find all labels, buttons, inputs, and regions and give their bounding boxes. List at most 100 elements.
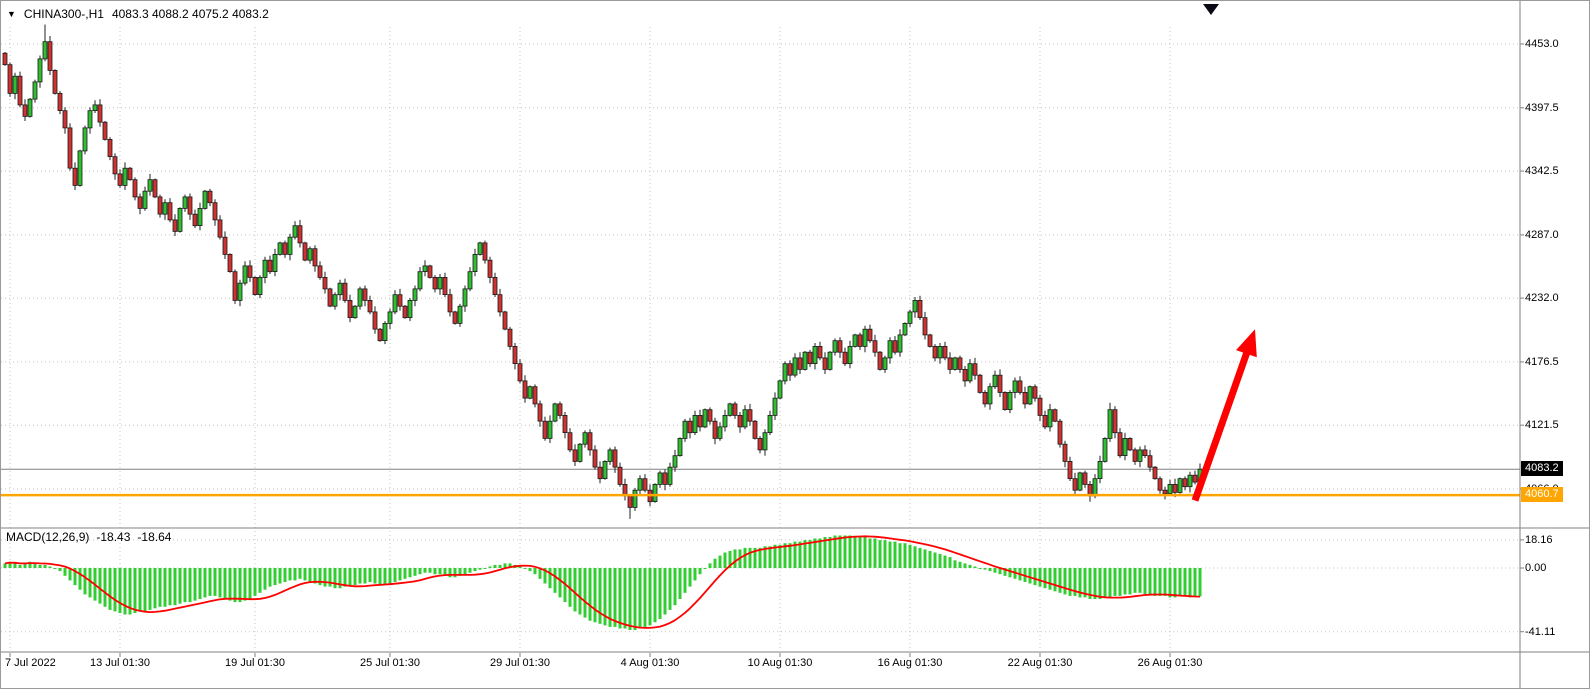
- candle: [527, 386, 533, 399]
- candle: [927, 334, 933, 347]
- candle: [727, 403, 733, 416]
- candle: [517, 363, 523, 382]
- candle: [1012, 380, 1018, 393]
- candle: [852, 334, 858, 347]
- candle: [137, 196, 143, 209]
- macd-title: MACD(12,26,9): [6, 530, 90, 544]
- candle: [1187, 474, 1193, 488]
- candle: [297, 225, 303, 244]
- candle: [1017, 380, 1023, 393]
- candle: [847, 345, 853, 364]
- current-price-tag: 4083.2: [1521, 461, 1563, 477]
- candle: [147, 179, 153, 192]
- candle: [1142, 449, 1148, 456]
- candle: [912, 299, 918, 313]
- time-axis-label: 7 Jul 2022: [5, 657, 56, 669]
- candle: [117, 173, 123, 186]
- candle: [1117, 432, 1123, 457]
- candle: [167, 202, 173, 221]
- candle: [597, 466, 603, 480]
- candle: [452, 311, 458, 324]
- candle: [537, 403, 543, 422]
- candle: [22, 104, 28, 117]
- candle: [837, 340, 843, 353]
- trend-arrow-annotation[interactable]: [1191, 329, 1257, 502]
- candle: [1147, 455, 1153, 468]
- time-axis-label: 22 Aug 01:30: [1007, 657, 1073, 669]
- candle: [862, 328, 868, 347]
- candle: [222, 236, 228, 255]
- candle: [877, 351, 883, 370]
- candle: [982, 391, 988, 405]
- candle: [792, 357, 798, 376]
- candle: [282, 242, 288, 255]
- candle: [567, 432, 573, 451]
- candle: [202, 190, 208, 209]
- candle: [92, 104, 98, 112]
- candle: [937, 345, 943, 359]
- candle: [157, 196, 163, 215]
- time-axis-label: 19 Jul 01:30: [225, 657, 285, 669]
- candle: [632, 489, 638, 508]
- candle: [797, 357, 803, 370]
- candle: [787, 363, 793, 376]
- candle: [32, 81, 38, 100]
- candle: [382, 322, 388, 341]
- candle: [397, 294, 403, 307]
- candle: [512, 345, 518, 364]
- time-axis-label: 10 Aug 01:30: [747, 657, 813, 669]
- candle: [667, 466, 673, 485]
- candle: [47, 41, 53, 71]
- candle: [152, 179, 158, 198]
- candle: [687, 420, 693, 434]
- candle: [172, 219, 178, 232]
- candle: [822, 357, 828, 370]
- time-axis-label: 29 Jul 01:30: [490, 657, 550, 669]
- price-axis-label: 4453.0: [1525, 38, 1559, 50]
- candle: [892, 340, 898, 353]
- candle: [1112, 409, 1118, 434]
- candle: [722, 414, 728, 428]
- candle: [882, 357, 888, 370]
- candle: [522, 380, 528, 399]
- symbol-dropdown-icon[interactable]: ▼: [7, 9, 16, 19]
- candle: [127, 167, 133, 181]
- candle: [757, 437, 763, 451]
- candle: [497, 294, 503, 313]
- candle: [587, 432, 593, 451]
- candle: [502, 311, 508, 330]
- candle: [472, 253, 478, 272]
- candle: [292, 225, 298, 238]
- candle: [717, 426, 723, 439]
- candle: [857, 334, 863, 347]
- candle: [1047, 409, 1053, 428]
- candle: [7, 64, 13, 94]
- candle: [652, 483, 658, 502]
- candle: [677, 437, 683, 456]
- candle: [802, 351, 808, 370]
- candle: [867, 328, 873, 342]
- candle: [872, 340, 878, 353]
- candle: [112, 156, 118, 175]
- candle: [742, 409, 748, 428]
- candle: [1122, 437, 1128, 456]
- candle: [762, 432, 768, 451]
- candle: [307, 248, 313, 261]
- chart-shift-marker-icon[interactable]: [1203, 4, 1219, 15]
- price-axis-label: 4397.5: [1525, 102, 1559, 114]
- candle: [977, 374, 983, 393]
- candle: [1167, 483, 1173, 494]
- candle: [642, 478, 648, 491]
- candle: [1082, 472, 1088, 485]
- macd-histogram: [3, 535, 1202, 630]
- candle: [392, 294, 398, 313]
- candle: [1007, 391, 1013, 410]
- price-axis-label: 4176.5: [1525, 356, 1559, 368]
- candle: [972, 363, 978, 376]
- time-axis-label: 25 Jul 01:30: [360, 657, 420, 669]
- candle: [777, 380, 783, 399]
- candle: [97, 104, 103, 123]
- candle: [27, 98, 33, 117]
- candle: [1092, 478, 1098, 497]
